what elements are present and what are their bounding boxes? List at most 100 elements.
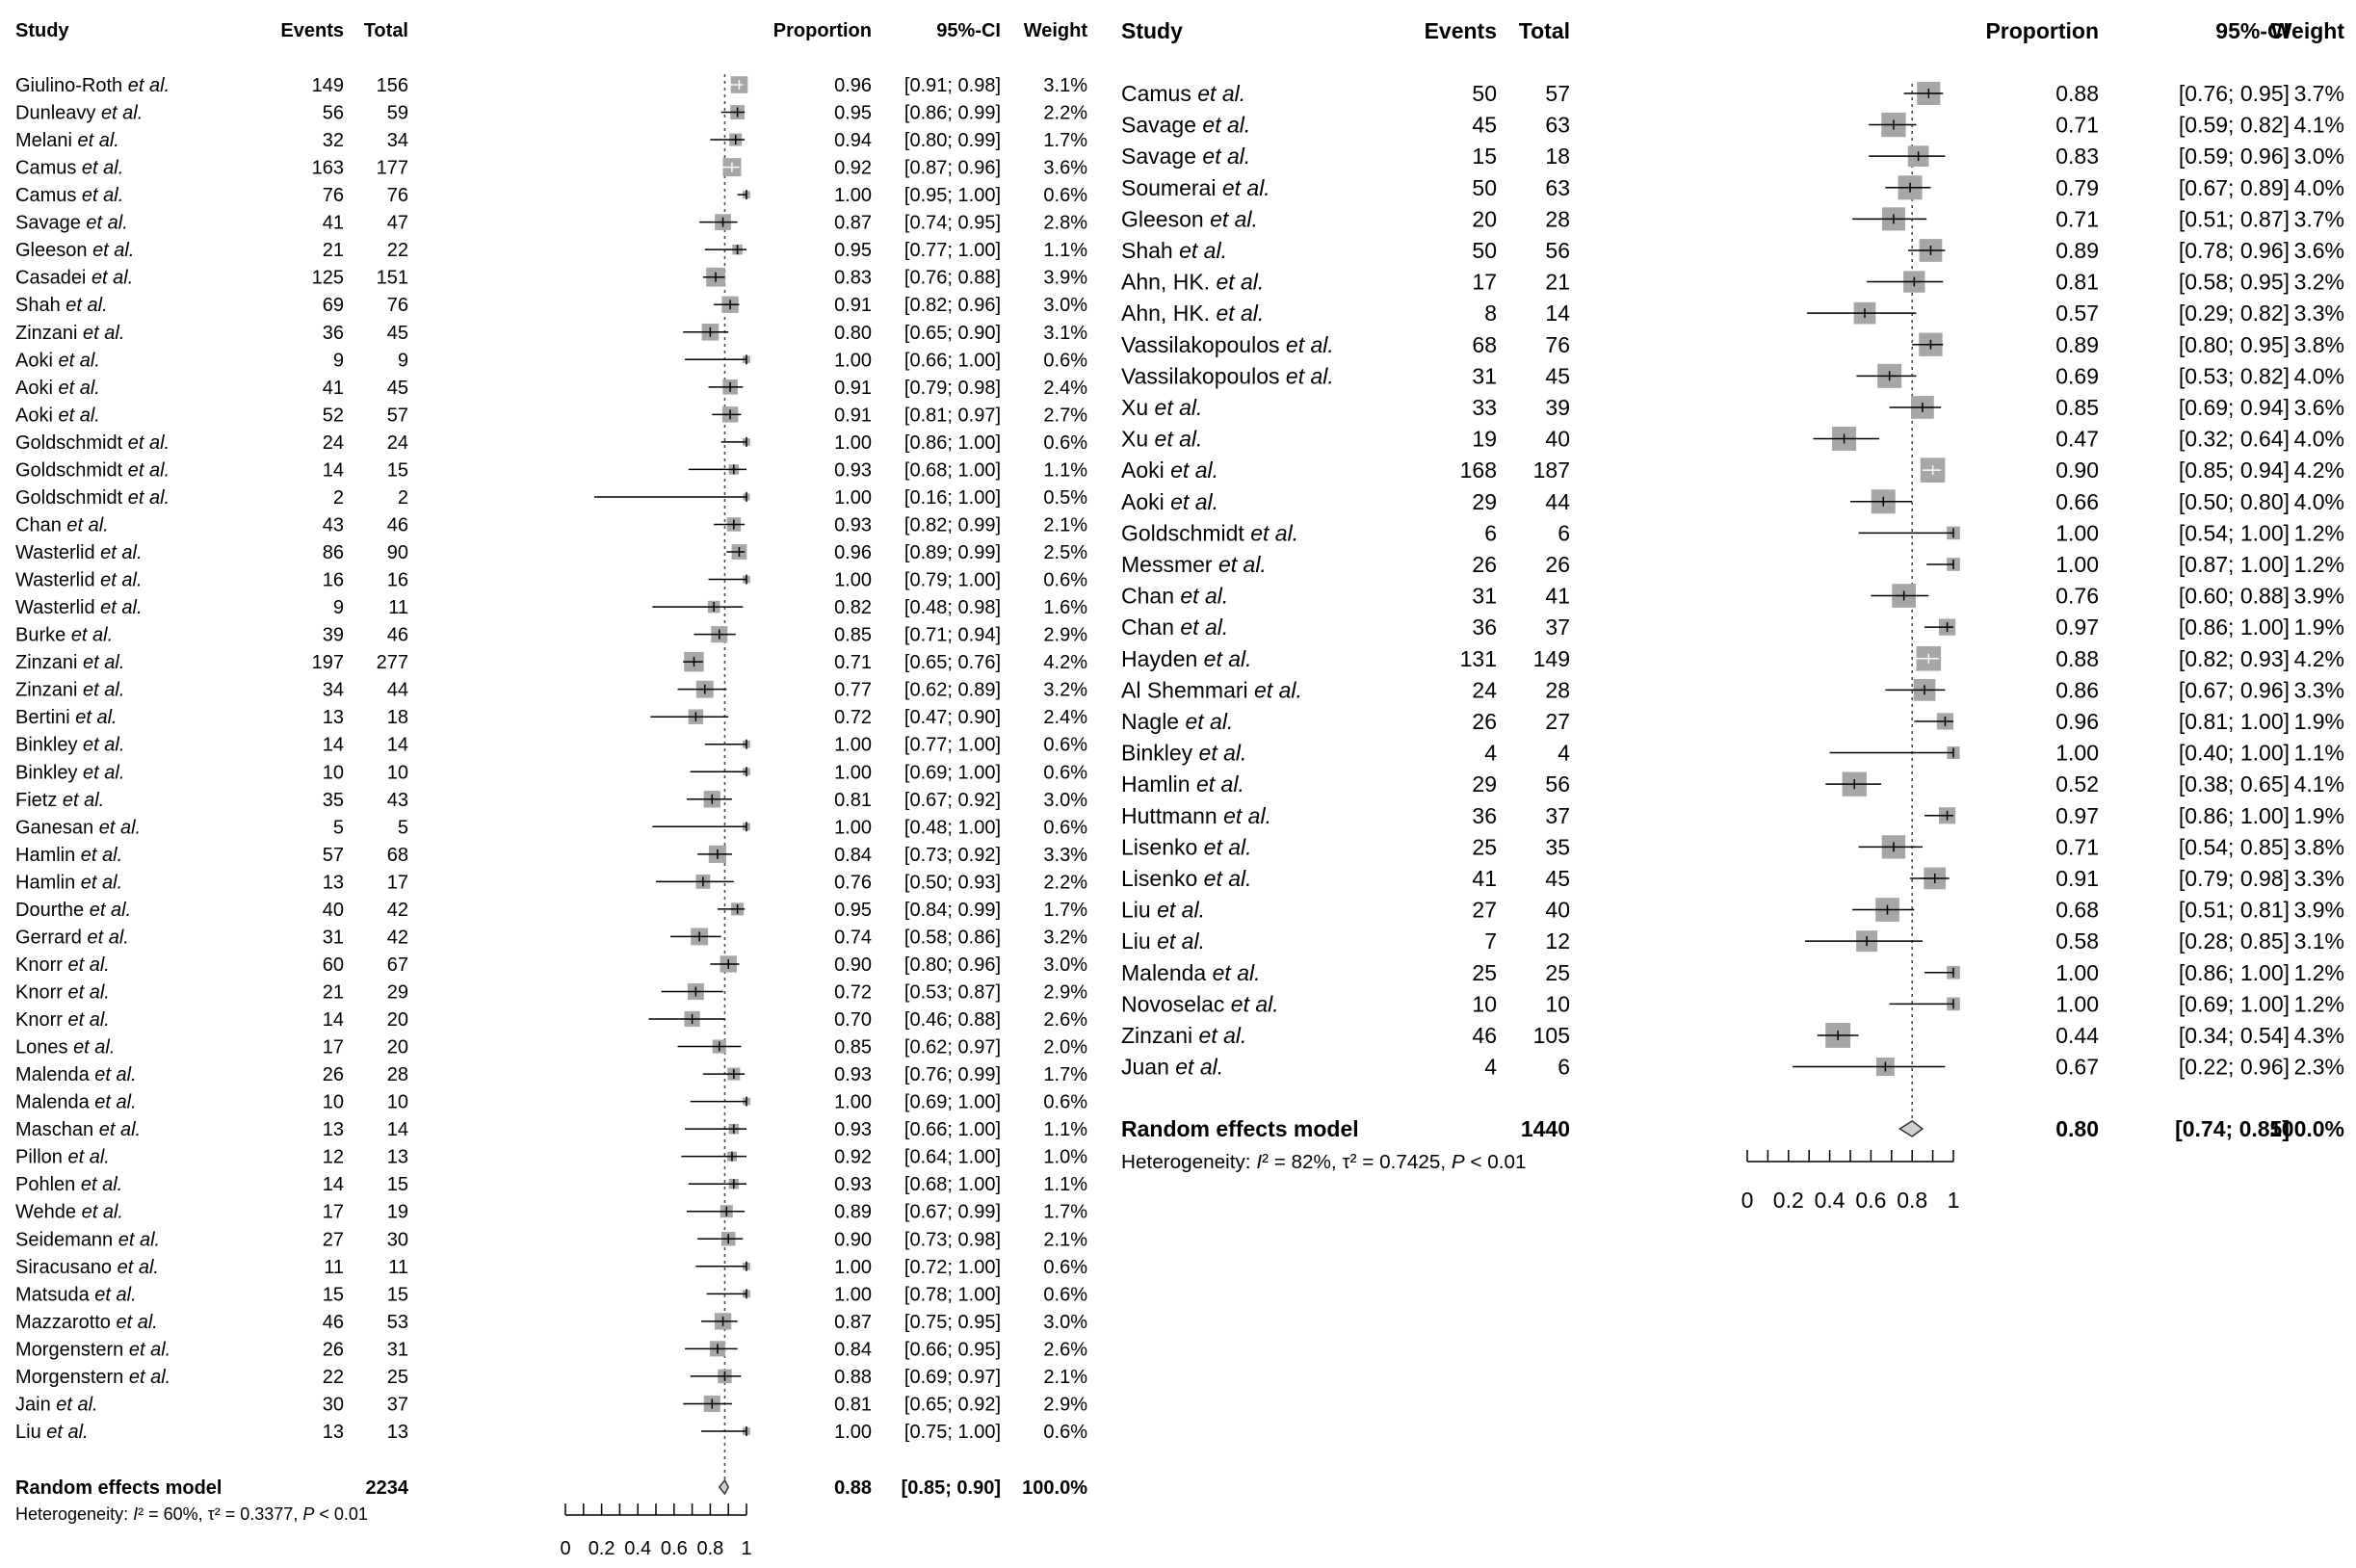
study-proportion: 0.84 bbox=[834, 845, 872, 866]
study-weight: 3.9% bbox=[1043, 268, 1087, 289]
study-name: Goldschmidt et al. bbox=[15, 459, 170, 481]
study-name: Vassilakopoulos et al. bbox=[1121, 332, 1334, 357]
study-weight: 2.6% bbox=[1043, 1009, 1087, 1031]
x-tick-label: 0.6 bbox=[1855, 1188, 1886, 1213]
study-events: 36 bbox=[1472, 803, 1497, 828]
study-ci: [0.32; 0.64] bbox=[2179, 427, 2290, 452]
et-al: et al. bbox=[1204, 646, 1252, 671]
et-al: et al. bbox=[83, 323, 124, 344]
study-row: Dourthe et al. 40 42 0.95 [0.84; 0.99] 1.7% bbox=[15, 900, 1087, 921]
et-al: et al. bbox=[46, 1422, 88, 1443]
et-al: et al. bbox=[1197, 81, 1245, 106]
study-proportion: 0.74 bbox=[834, 927, 872, 948]
study-name: Zinzani et al. bbox=[1121, 1023, 1246, 1048]
study-name: Knorr et al. bbox=[15, 1009, 110, 1031]
study-events: 24 bbox=[1472, 677, 1497, 702]
et-al: et al. bbox=[1155, 427, 1203, 452]
study-proportion: 1.00 bbox=[834, 487, 872, 509]
study-ci: [0.80; 0.99] bbox=[904, 130, 1001, 151]
study-name: Lisenko et al. bbox=[1121, 866, 1252, 891]
study-total: 67 bbox=[387, 954, 408, 976]
study-row: Wasterlid et al. 86 90 0.96 [0.89; 0.99] 2.5% bbox=[15, 542, 1087, 563]
study-events: 131 bbox=[1460, 646, 1497, 671]
study-total: 27 bbox=[1545, 709, 1570, 734]
study-total: 39 bbox=[1545, 395, 1570, 420]
study-name: Zinzani et al. bbox=[15, 323, 124, 344]
study-ci: [0.69; 1.00] bbox=[904, 762, 1001, 783]
study-events: 68 bbox=[1472, 332, 1497, 357]
study-weight: 2.9% bbox=[1043, 981, 1087, 1003]
study-total: 2 bbox=[398, 487, 408, 509]
study-weight: 3.2% bbox=[2294, 270, 2344, 295]
study-total: 28 bbox=[1545, 677, 1570, 702]
et-al: et al. bbox=[1218, 552, 1267, 577]
study-ci: [0.76; 0.99] bbox=[904, 1064, 1001, 1085]
study-events: 163 bbox=[312, 158, 344, 179]
study-name: Dunleavy et al. bbox=[15, 103, 143, 124]
study-name: Liu et al. bbox=[1121, 898, 1205, 923]
study-total: 13 bbox=[387, 1147, 408, 1168]
study-row: Hamlin et al. 13 17 0.76 [0.50; 0.93] 2.2% bbox=[15, 872, 1087, 893]
et-al: et al. bbox=[67, 981, 109, 1003]
study-events: 7 bbox=[1484, 928, 1497, 954]
et-al: et al. bbox=[128, 75, 170, 96]
study-name: Seidemann et al. bbox=[15, 1229, 160, 1250]
study-events: 36 bbox=[1472, 614, 1497, 640]
study-proportion: 0.71 bbox=[834, 652, 872, 673]
heterogeneity-text: Heterogeneity: I² = 60%, τ² = 0.3377, P … bbox=[15, 1504, 368, 1524]
study-weight: 3.2% bbox=[1043, 680, 1087, 701]
study-row: Novoselac et al. 10 10 1.00 [0.69; 1.00] 1.2% bbox=[1121, 991, 2344, 1016]
study-row: Melani et al. 32 34 0.94 [0.80; 0.99] 1.7% bbox=[15, 130, 1087, 151]
study-events: 57 bbox=[323, 845, 344, 866]
study-weight: 0.6% bbox=[1043, 432, 1087, 454]
et-al: et al. bbox=[129, 1367, 170, 1388]
study-total: 56 bbox=[1545, 771, 1570, 797]
study-events: 26 bbox=[323, 1064, 344, 1085]
study-row: Wasterlid et al. 16 16 1.00 [0.79; 1.00] 0.6% bbox=[15, 570, 1087, 591]
header-total: Total bbox=[1519, 18, 1570, 43]
study-ci: [0.50; 0.80] bbox=[2179, 489, 2290, 514]
study-weight: 4.0% bbox=[2294, 489, 2344, 514]
study-ci: [0.22; 0.96] bbox=[2179, 1055, 2290, 1080]
study-ci: [0.86; 1.00] bbox=[904, 432, 1001, 454]
study-row: Morgenstern et al. 26 31 0.84 [0.66; 0.95] 2.… bbox=[15, 1339, 1087, 1360]
study-total: 15 bbox=[387, 1284, 408, 1305]
study-events: 13 bbox=[323, 707, 344, 728]
study-events: 29 bbox=[1472, 771, 1497, 797]
et-al: et al. bbox=[58, 378, 99, 399]
study-weight: 1.7% bbox=[1043, 900, 1087, 921]
study-total: 277 bbox=[377, 652, 408, 673]
study-total: 41 bbox=[1545, 584, 1570, 609]
study-proportion: 0.88 bbox=[834, 1367, 872, 1388]
study-name: Chan et al. bbox=[15, 514, 109, 536]
study-proportion: 0.89 bbox=[2055, 332, 2099, 357]
study-name: Xu et al. bbox=[1121, 395, 1202, 420]
et-al: et al. bbox=[1216, 270, 1264, 295]
study-total: 28 bbox=[1545, 206, 1570, 231]
study-name: Aoki et al. bbox=[15, 350, 100, 371]
study-weight: 1.2% bbox=[2294, 991, 2344, 1016]
study-weight: 1.7% bbox=[1043, 130, 1087, 151]
study-name: Goldschmidt et al. bbox=[1121, 520, 1298, 545]
et-al: et al. bbox=[116, 1312, 157, 1333]
x-tick-label: 0.4 bbox=[624, 1538, 651, 1559]
study-events: 125 bbox=[312, 268, 344, 289]
study-events: 13 bbox=[323, 1422, 344, 1443]
study-row: Ahn, HK. et al. 17 21 0.81 [0.58; 0.95] 3.2% bbox=[1121, 270, 2344, 295]
study-row: Vassilakopoulos et al. 31 45 0.69 [0.53; 0.8… bbox=[1121, 363, 2344, 388]
study-name: Matsuda et al. bbox=[15, 1284, 137, 1305]
study-name: Casadei et al. bbox=[15, 268, 133, 289]
study-total: 37 bbox=[1545, 803, 1570, 828]
pooled-weight: 100.0% bbox=[2269, 1116, 2344, 1141]
et-al: et al. bbox=[1155, 395, 1203, 420]
x-tick-label: 0 bbox=[1741, 1188, 1754, 1213]
study-proportion: 1.00 bbox=[834, 735, 872, 756]
study-events: 41 bbox=[1472, 866, 1497, 891]
study-row: Wehde et al. 17 19 0.89 [0.67; 0.99] 1.7% bbox=[15, 1202, 1087, 1223]
et-al: et al. bbox=[92, 268, 133, 289]
study-total: 11 bbox=[388, 1257, 408, 1278]
study-proportion: 1.00 bbox=[2055, 991, 2099, 1016]
study-name: Goldschmidt et al. bbox=[15, 487, 170, 509]
x-tick-label: 0.2 bbox=[589, 1538, 615, 1559]
study-ci: [0.46; 0.88] bbox=[904, 1009, 1001, 1031]
